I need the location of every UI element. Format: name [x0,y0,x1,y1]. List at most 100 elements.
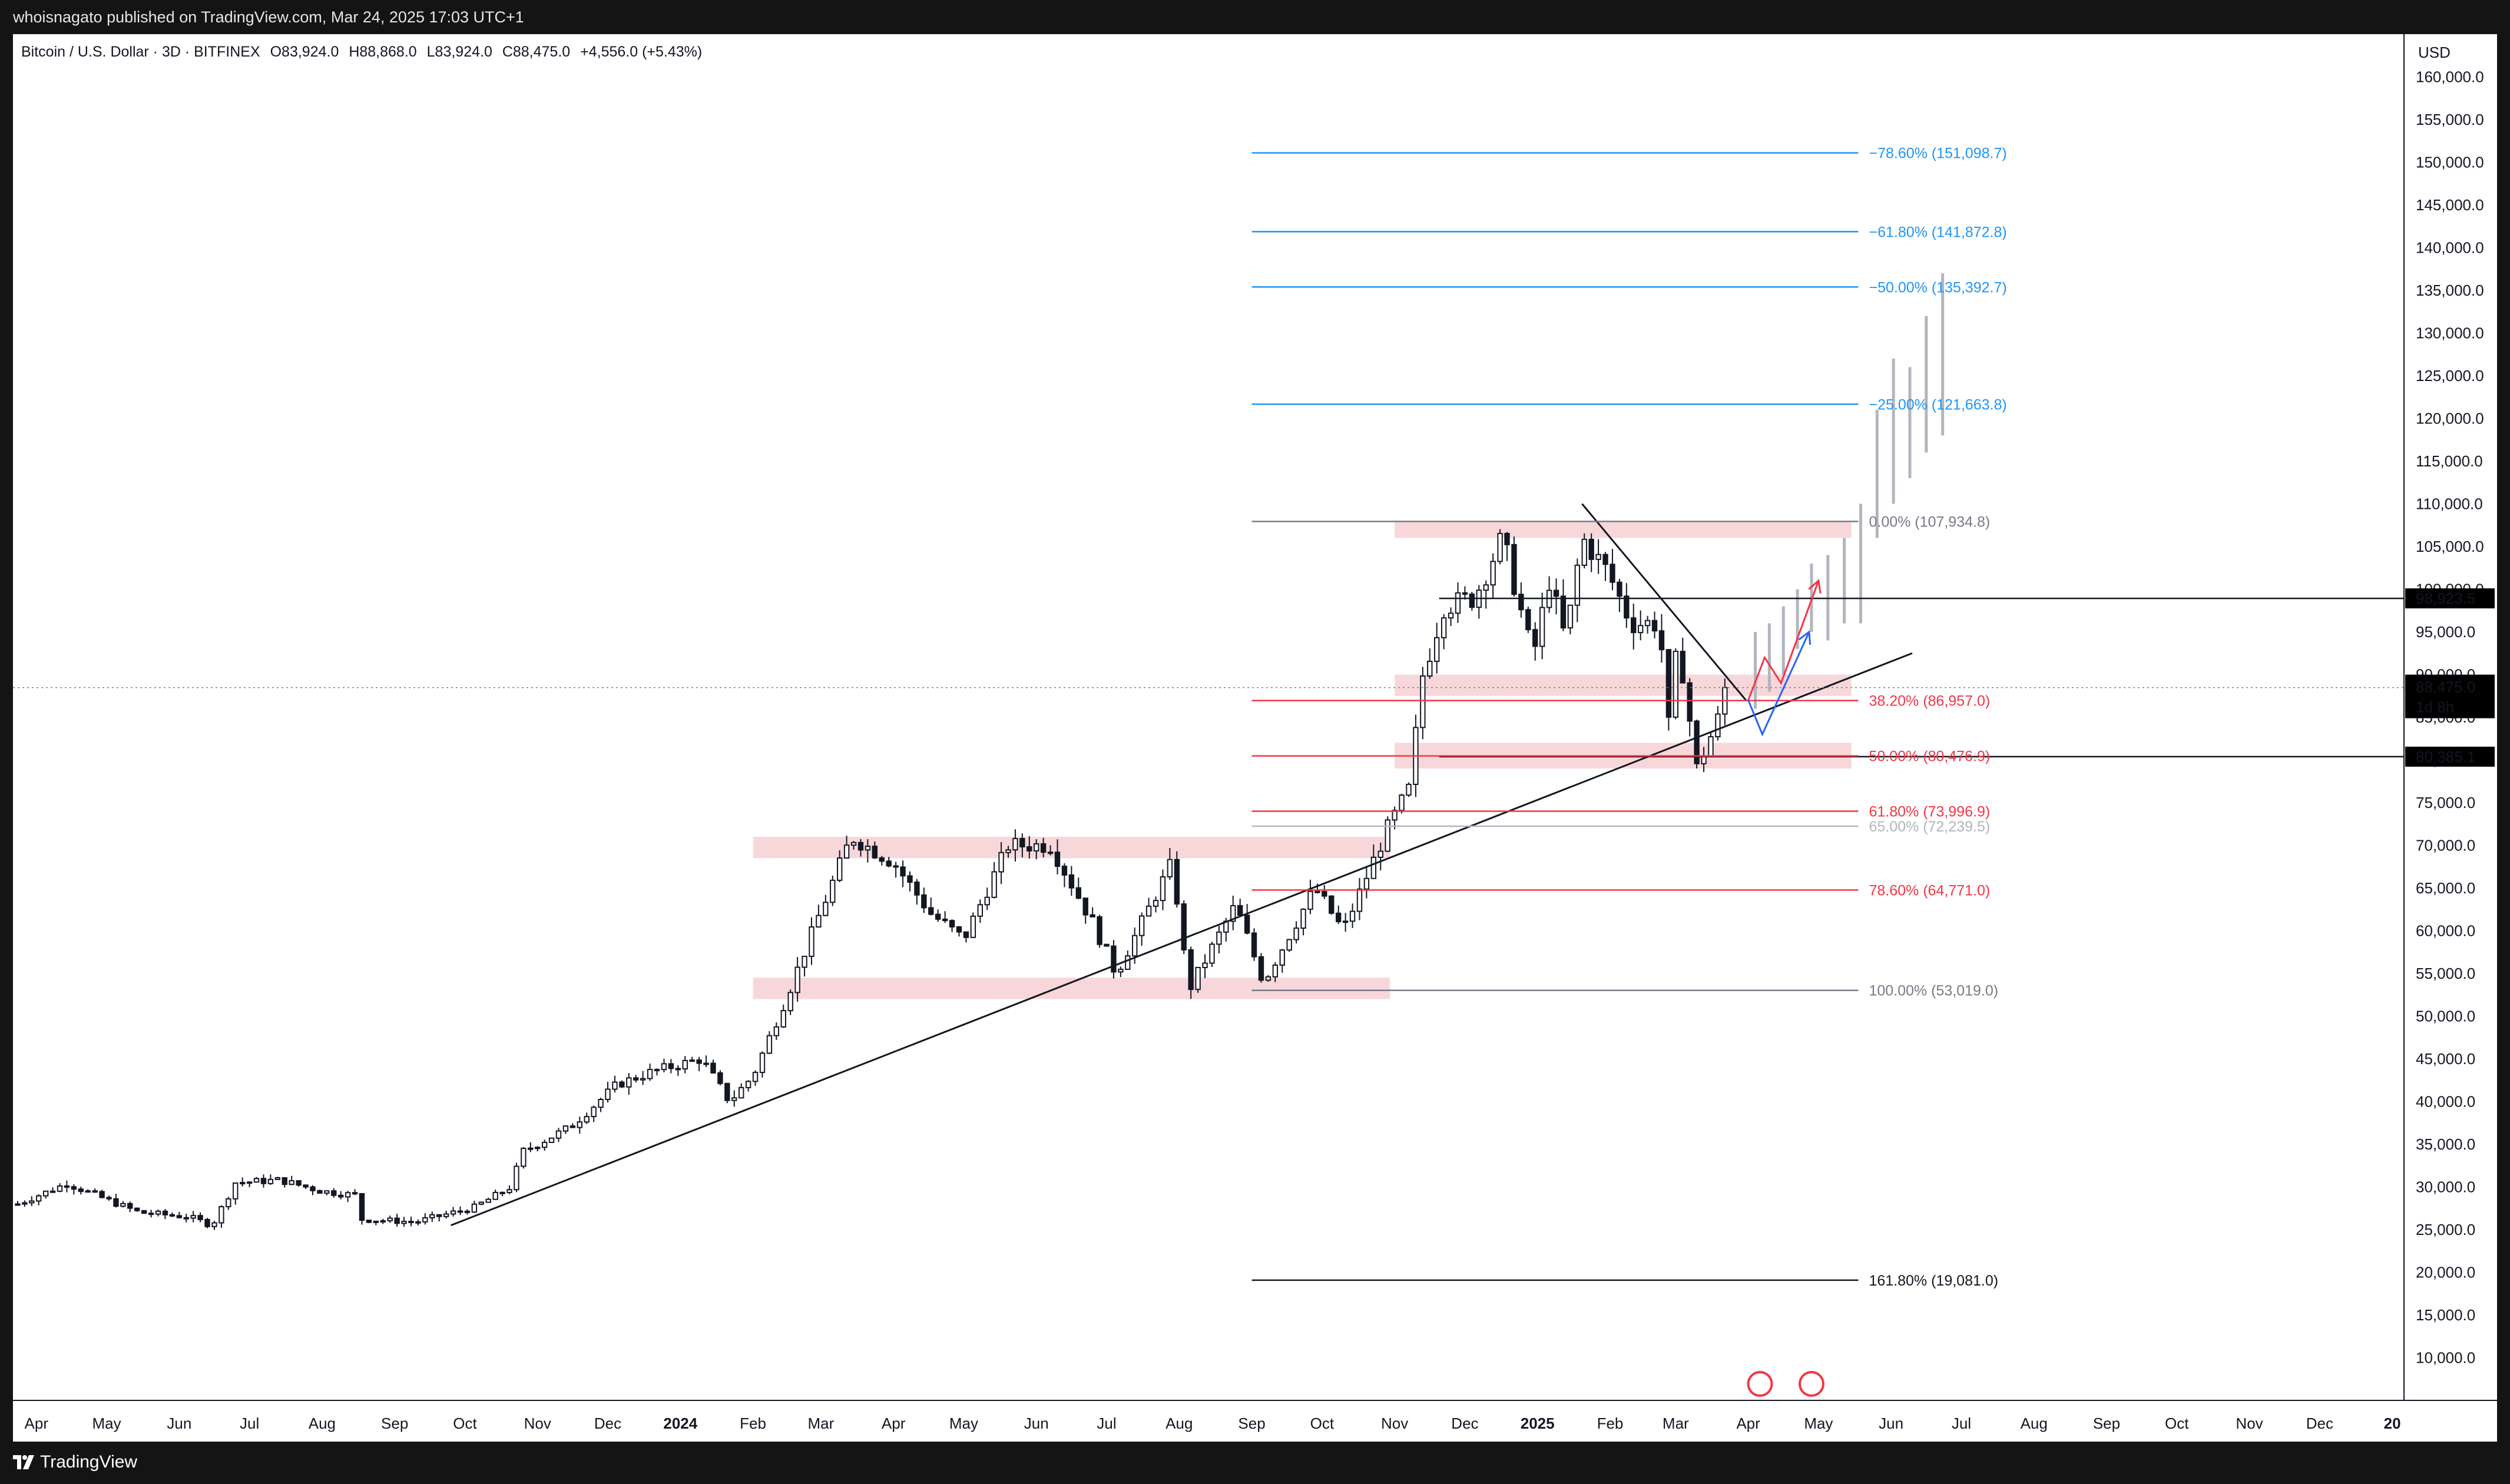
candle-body [49,1190,56,1193]
candle-body [914,881,920,896]
candle-body [85,1190,91,1193]
trendline [1581,503,1747,701]
candle-body [703,1062,709,1065]
candle-body [984,896,990,906]
candle-body [436,1214,442,1217]
chart-area[interactable]: −78.60% (151,098.7) −61.80% (141,872.8) −5… [13,34,2497,1442]
candle-body [1392,810,1398,821]
candle-body [127,1203,133,1209]
supply-demand-zone [1395,521,1852,538]
candle-body [197,1215,203,1220]
candle-body [478,1201,484,1205]
candle-body [1026,846,1032,852]
candle-body [1651,620,1658,632]
candle-body [1434,637,1440,662]
candle-body [1694,720,1700,764]
candle-body [162,1210,168,1215]
time-tick-label: May [92,1415,121,1432]
fib-retracement-label: 50.00% (80,476.9) [1869,748,1990,765]
candle-body [977,904,983,917]
candle-body [1588,538,1594,560]
candle-body [464,1210,471,1213]
candle-body [71,1186,77,1190]
time-tick-label: Oct [453,1415,477,1432]
candle-body [802,955,807,968]
candle-body [1637,625,1644,634]
candle-body [57,1185,63,1192]
candle-body [1385,819,1390,852]
time-tick-label: May [1804,1415,1833,1432]
candle-body [710,1062,716,1074]
candle-body [176,1215,183,1218]
candle-body [345,1192,351,1198]
price-tick-label: 105,000.0 [2416,538,2484,555]
candle-body [1082,897,1088,916]
ohlc-open: O83,924.0 [270,44,339,60]
candle-body [42,1190,49,1197]
candle-body [324,1190,330,1194]
time-tick-label: 2025 [1521,1415,1555,1432]
current-price-tag: 88,475.0 [2416,678,2475,696]
economic-event-icon [1798,1371,1824,1397]
candle-body [78,1188,84,1192]
candle-body [598,1099,604,1108]
candle-body [759,1052,766,1074]
candle-body [113,1198,119,1207]
candle-body [134,1207,140,1211]
candle-body [900,866,906,877]
price-tick-label: 155,000.0 [2416,111,2484,128]
candle-body [331,1190,337,1196]
candle-body [1455,592,1461,614]
candle-body [310,1186,316,1191]
candle-body [1469,593,1475,608]
time-tick-label: Feb [1597,1415,1624,1432]
candle-body [183,1217,189,1220]
candle-body [837,857,843,881]
candle-body [935,913,941,920]
candle-body [591,1107,597,1118]
time-tick-label: May [949,1415,978,1432]
tradingview-logo-icon [13,1455,34,1469]
brand-label: TradingView [40,1452,138,1472]
publisher-bar: whoisnagato published on TradingView.com… [0,0,2510,34]
candle-body [823,902,829,916]
fib-extension-label: −50.00% (135,392.7) [1869,279,2006,296]
candle-body [387,1217,393,1221]
candle-body [577,1121,583,1128]
candle-body [843,844,850,859]
candle-body [886,860,892,867]
price-tick-label: 60,000.0 [2416,922,2475,940]
candle-body [1195,966,1201,991]
candle-body [169,1214,175,1217]
price-tick-label: 135,000.0 [2416,281,2484,299]
candle-body [569,1125,576,1128]
candle-body [1034,843,1039,852]
tradingview-logo[interactable]: TradingView [13,1452,137,1472]
time-tick-label: Aug [2021,1415,2048,1432]
candle-body [1272,964,1279,978]
candle-body [1504,532,1510,545]
time-tick-label: Jul [240,1415,259,1432]
price-chart[interactable]: −78.60% (151,098.7) −61.80% (141,872.8) −5… [13,34,2497,1442]
level-price-tag-bg [2405,746,2495,767]
current-price-tag-bg [2405,674,2495,718]
candle-body [120,1203,126,1207]
bar-countdown-label: 1d 8h [2416,698,2454,716]
candle-body [738,1086,744,1099]
time-tick-label: 20 [2384,1415,2401,1432]
price-tick-label: 125,000.0 [2416,367,2484,385]
candle-body [1040,843,1047,853]
candle-body [260,1178,267,1184]
candle-body [752,1072,759,1082]
time-tick-label: Sep [381,1415,408,1432]
time-tick-label: Jul [1097,1415,1116,1432]
candle-body [296,1180,302,1186]
candle-body [745,1081,751,1088]
candle-body [1314,890,1320,893]
time-tick-label: Sep [2093,1415,2120,1432]
candle-body [422,1217,428,1223]
time-tick-label: Mar [807,1415,834,1432]
candle-body [1715,713,1721,738]
candle-body [1138,915,1145,936]
candle-body [1342,920,1349,923]
